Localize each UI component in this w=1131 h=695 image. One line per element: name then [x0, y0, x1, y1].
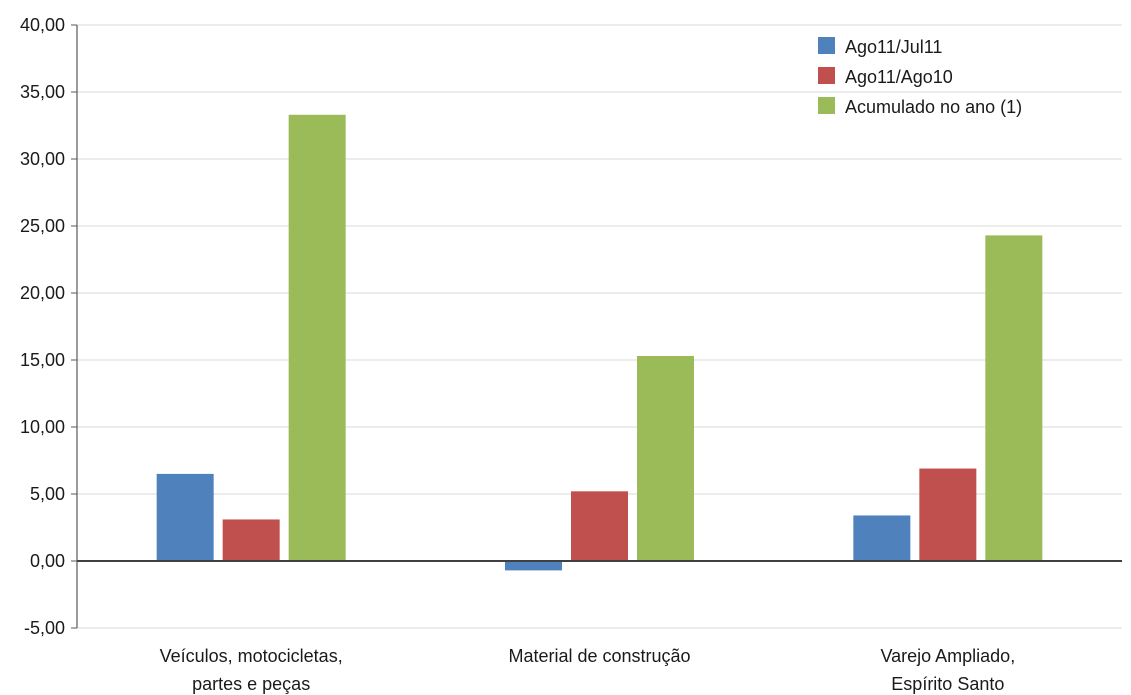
y-tick-label: 40,00 [20, 15, 65, 35]
y-tick-label: 15,00 [20, 350, 65, 370]
x-category-label: Material de construção [508, 646, 690, 666]
bar [288, 114, 346, 561]
bar [505, 561, 562, 571]
bar [571, 491, 628, 561]
x-category-label: partes e peças [192, 674, 310, 694]
legend-swatch [818, 37, 835, 54]
legend-swatch [818, 97, 835, 114]
y-tick-label: 30,00 [20, 149, 65, 169]
legend-label: Acumulado no ano (1) [845, 97, 1022, 117]
y-tick-label: 10,00 [20, 417, 65, 437]
legend: Ago11/Jul11 Ago11/Ago10 Acumulado no ano (… [818, 37, 1022, 117]
axes [71, 24, 1122, 629]
bar [853, 515, 911, 561]
y-tick-label: 25,00 [20, 216, 65, 236]
x-category-label: Espírito Santo [891, 674, 1004, 694]
x-category-label: Varejo Ampliado, [880, 646, 1015, 666]
y-tick-label: 0,00 [30, 551, 65, 571]
y-tick-label: 5,00 [30, 484, 65, 504]
bar [222, 519, 280, 561]
bar [637, 355, 694, 561]
bar [156, 473, 214, 561]
x-category-label: Veículos, motocicletas, [160, 646, 343, 666]
y-tick-label: -5,00 [24, 618, 65, 638]
y-tick-label: 20,00 [20, 283, 65, 303]
gridlines [77, 24, 1122, 629]
bar [919, 468, 977, 561]
legend-label: Ago11/Ago10 [845, 67, 953, 87]
x-axis-category-labels: Veículos, motocicletas, partes e peças Mat… [160, 646, 1016, 694]
legend-swatch [818, 67, 835, 84]
bars [156, 114, 1043, 571]
y-tick-label: 35,00 [20, 82, 65, 102]
legend-label: Ago11/Jul11 [845, 37, 942, 57]
bar [985, 235, 1043, 561]
y-axis-tick-labels: -5,00 0,00 5,00 10,00 15,00 20,00 25,00 30,00 35… [20, 15, 65, 638]
